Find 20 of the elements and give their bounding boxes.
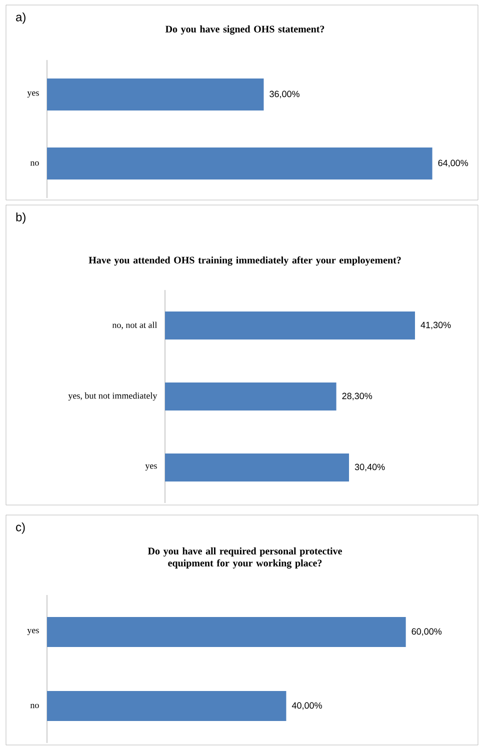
y-tick-label: yes: [27, 91, 39, 98]
y-tick-label: yes: [145, 464, 157, 471]
chart-title: Have you attended OHS training immediately after your employement?: [88, 256, 401, 266]
data-label: 36,00%: [270, 90, 300, 98]
text: a): [16, 12, 26, 24]
data-label: 40,00%: [292, 702, 322, 710]
y-tick-label: yes, but not immediately: [68, 392, 158, 401]
data-label: 30,40%: [354, 464, 385, 472]
y-tick-label: yes: [27, 628, 39, 636]
data-label: 41,30%: [420, 322, 451, 330]
text: b): [16, 212, 26, 224]
data-label: 28,30%: [342, 392, 372, 400]
text: c): [16, 522, 25, 534]
y-tick-label: no, not at all: [112, 322, 158, 330]
chart-title: Do you have all required personal protective equipment for your working place?: [148, 547, 342, 569]
y-tick-label: no: [30, 704, 39, 708]
chart-title: Do you have signed OHS statement?: [165, 25, 324, 35]
y-tick-label: no: [30, 161, 39, 166]
data-label: 60,00%: [412, 628, 442, 636]
data-label: 64,00%: [438, 160, 468, 168]
